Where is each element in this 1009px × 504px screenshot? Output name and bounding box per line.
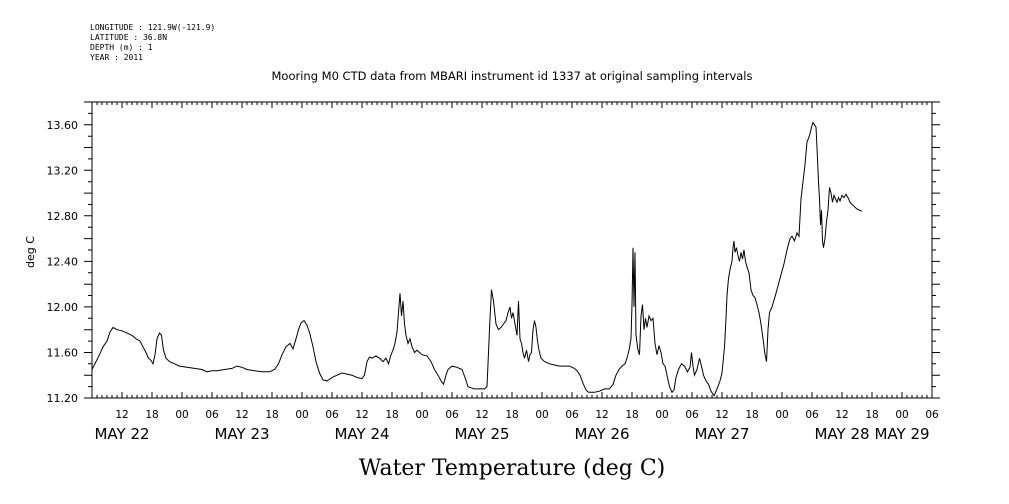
x-hour-label: 18 xyxy=(745,409,758,421)
x-day-label: MAY 29 xyxy=(874,425,929,443)
depth-label: DEPTH (m) : 1 xyxy=(90,43,153,52)
x-hour-label: 18 xyxy=(505,409,518,421)
x-hour-label: 18 xyxy=(265,409,278,421)
y-tick-label: 11.20 xyxy=(47,392,79,405)
x-hour-label: 06 xyxy=(325,409,339,421)
x-hour-label: 00 xyxy=(535,409,548,421)
y-tick-label: 11.60 xyxy=(47,346,79,359)
x-hour-label: 12 xyxy=(115,409,128,421)
x-hour-label: 00 xyxy=(295,409,308,421)
x-day-label: MAY 25 xyxy=(454,425,509,443)
x-hour-label: 00 xyxy=(175,409,188,421)
x-hour-label: 18 xyxy=(865,409,878,421)
x-hour-label: 06 xyxy=(685,409,699,421)
x-hour-label: 06 xyxy=(445,409,459,421)
latitude-label: LATITUDE : 36.8N xyxy=(90,33,167,42)
x-axis-label: Water Temperature (deg C) xyxy=(359,456,666,481)
x-tick-marks xyxy=(91,102,933,398)
x-day-label: MAY 28 xyxy=(814,425,869,443)
x-hour-label: 06 xyxy=(205,409,219,421)
x-hour-label: 12 xyxy=(715,409,728,421)
chart-title: Mooring M0 CTD data from MBARI instrumen… xyxy=(272,69,753,83)
x-hour-label: 18 xyxy=(145,409,158,421)
y-tick-label: 12.40 xyxy=(47,255,79,268)
x-day-label: MAY 27 xyxy=(694,425,749,443)
year-label: YEAR : 2011 xyxy=(90,53,143,62)
x-hour-label: 12 xyxy=(595,409,608,421)
x-day-label: MAY 26 xyxy=(574,425,629,443)
x-hour-label: 12 xyxy=(475,409,488,421)
plot-frame xyxy=(91,101,933,399)
x-hour-label: 18 xyxy=(385,409,398,421)
longitude-label: LONGITUDE : 121.9W(-121.9) xyxy=(90,23,215,32)
temperature-series-line xyxy=(91,121,863,397)
x-day-label: MAY 23 xyxy=(214,425,269,443)
y-axis-label: deg C xyxy=(24,236,37,268)
x-hour-label: 12 xyxy=(235,409,248,421)
chart-axes: 11.20 11.60 12.00 12.40 12.80 13.20 13.60 12 18 0… xyxy=(47,101,940,443)
x-hour-label: 12 xyxy=(835,409,848,421)
x-hour-label: 00 xyxy=(775,409,788,421)
y-tick-label: 13.20 xyxy=(47,164,79,177)
x-hour-label: 12 xyxy=(355,409,368,421)
x-hour-label: 00 xyxy=(415,409,428,421)
x-hour-label: 00 xyxy=(655,409,668,421)
plot-area xyxy=(91,121,863,397)
y-tick-label: 12.00 xyxy=(47,301,79,314)
x-hour-label: 06 xyxy=(565,409,579,421)
y-tick-label: 12.80 xyxy=(47,210,79,223)
x-day-label: MAY 24 xyxy=(334,425,389,443)
x-day-label: MAY 22 xyxy=(94,425,149,443)
x-hour-label: 06 xyxy=(805,409,819,421)
y-tick-label: 13.60 xyxy=(47,119,79,132)
x-hour-label: 00 xyxy=(895,409,908,421)
x-hour-label: 18 xyxy=(625,409,638,421)
x-hour-label: 06 xyxy=(925,409,939,421)
y-tick-marks xyxy=(84,101,940,399)
